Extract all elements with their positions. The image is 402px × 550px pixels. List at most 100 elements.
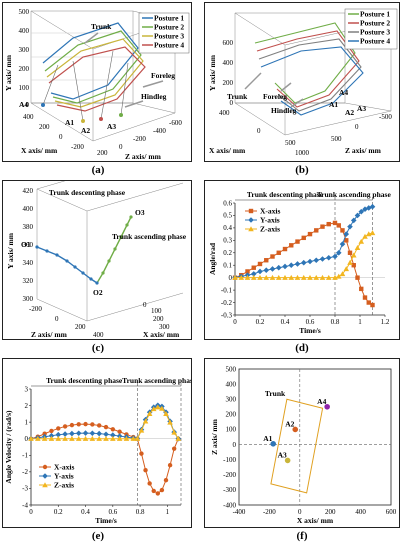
svg-text:Posture 3: Posture 3 <box>360 28 390 37</box>
data-point <box>245 269 250 274</box>
data-point <box>96 430 102 437</box>
data-point <box>362 295 368 300</box>
data-point <box>351 263 356 268</box>
svg-text:Posture 4: Posture 4 <box>360 37 390 46</box>
legend-marker <box>42 464 48 470</box>
posture-2-curve-b <box>256 30 360 108</box>
svg-text:0: 0 <box>143 301 147 309</box>
data-point <box>343 231 350 237</box>
data-point <box>83 421 88 427</box>
x-tick-label: 1 <box>166 508 170 516</box>
data-point <box>263 267 270 273</box>
svg-text:O3: O3 <box>135 208 145 217</box>
x-tick-label: 0.6 <box>108 508 117 516</box>
x-tick-label: 0 <box>233 318 237 326</box>
data-point <box>103 424 109 430</box>
panel-f: 500 400 300 200 100 0 -100 -200 -300 -400 -400 -200… <box>204 358 400 528</box>
data-point <box>103 435 109 441</box>
svg-text:300: 300 <box>23 295 34 303</box>
foot-point-a1 <box>270 441 276 447</box>
a2-label: A2 <box>81 126 90 135</box>
svg-text:Trunk ascending phase: Trunk ascending phase <box>112 232 187 241</box>
y-tick-label: -3 <box>22 485 28 493</box>
phase-label: Trunk descenting phase <box>46 376 123 385</box>
panel-a-xlabel: X axis/ mm <box>21 146 58 155</box>
data-point <box>251 265 256 270</box>
legend-label: X-axis <box>54 463 74 472</box>
data-point <box>275 274 282 280</box>
data-point <box>62 424 68 429</box>
data-point <box>307 274 313 280</box>
svg-text:400: 400 <box>23 205 34 213</box>
data-point <box>332 220 338 226</box>
svg-text:340: 340 <box>23 259 34 267</box>
data-point <box>358 208 365 215</box>
caption-a: (a) <box>91 164 105 176</box>
data-point <box>171 429 177 435</box>
svg-text:Z axis/ mm: Z axis/ mm <box>31 330 68 339</box>
phase-label: Trunk descenting phase <box>247 190 324 199</box>
svg-text:400: 400 <box>93 331 104 339</box>
svg-text:500: 500 <box>285 139 296 147</box>
svg-text:100: 100 <box>151 307 162 315</box>
panel-a-ylabel: Y axis/ mm <box>4 54 13 91</box>
legend-marker <box>248 226 254 232</box>
data-point <box>320 224 325 229</box>
svg-text:-400: -400 <box>153 127 166 135</box>
data-point <box>42 431 47 436</box>
panel-b: Trunk Foreleg Hindleg A4 A1 A2 A3 Postur… <box>204 2 400 162</box>
foot-point-a3 <box>284 457 291 464</box>
data-point <box>49 428 54 434</box>
svg-text:Trunk: Trunk <box>227 92 248 101</box>
legend-label: Y-axis <box>54 472 74 481</box>
svg-text:A3: A3 <box>357 104 366 113</box>
svg-text:O1: O1 <box>21 240 31 249</box>
data-point <box>269 266 276 272</box>
a1-label: A1 <box>65 118 74 127</box>
x-tick-label: 0.6 <box>306 318 315 326</box>
svg-text:200: 200 <box>39 123 50 131</box>
data-point <box>350 252 357 258</box>
data-point <box>110 435 116 441</box>
data-point <box>143 468 148 473</box>
data-point <box>319 256 326 262</box>
x-tick-label: 0 <box>298 508 302 516</box>
y-axis-label: Angle Velocity / (rad/s) <box>4 410 13 484</box>
data-point <box>332 253 338 260</box>
y-tick-label: -400 <box>223 501 236 509</box>
data-point <box>294 261 301 267</box>
data-point <box>55 435 62 441</box>
y-tick-label: -0.3 <box>221 311 233 319</box>
x-axis-label: X axis/ mm <box>297 516 334 525</box>
data-point <box>282 246 288 252</box>
trunk-outline <box>270 398 324 494</box>
svg-text:0: 0 <box>257 127 261 135</box>
x-tick-label: 0.2 <box>256 318 265 326</box>
data-point <box>82 430 89 436</box>
hindleg-label: Hindleg <box>141 92 167 101</box>
svg-text:Posture 1: Posture 1 <box>360 10 390 19</box>
posture-4-curve-b <box>260 46 364 116</box>
data-point <box>325 274 332 280</box>
data-point <box>369 230 376 236</box>
svg-text:400: 400 <box>19 27 30 35</box>
data-point <box>250 274 257 280</box>
legend-label: Z-axis <box>260 225 280 234</box>
panel-a-3d-plot: Trunk Foreleg Hindleg A4 A1 A2 A3 Postur… <box>4 8 190 161</box>
foot-label: A1 <box>263 434 272 443</box>
y-tick-label: 400 <box>226 380 237 388</box>
data-point <box>48 435 55 441</box>
phase-label: Trunk ascending phase <box>317 190 392 199</box>
data-point <box>232 274 238 280</box>
data-point <box>276 250 281 255</box>
data-point <box>314 228 319 233</box>
svg-text:400: 400 <box>219 109 230 117</box>
svg-text:Posture 1: Posture 1 <box>154 14 184 23</box>
y-tick-label: -0.2 <box>221 299 233 307</box>
data-point <box>347 250 353 255</box>
foot-point-a4 <box>324 403 330 410</box>
data-point <box>110 432 116 438</box>
data-point <box>347 259 353 265</box>
data-point <box>90 422 95 427</box>
x-tick-label: 200 <box>325 508 336 516</box>
